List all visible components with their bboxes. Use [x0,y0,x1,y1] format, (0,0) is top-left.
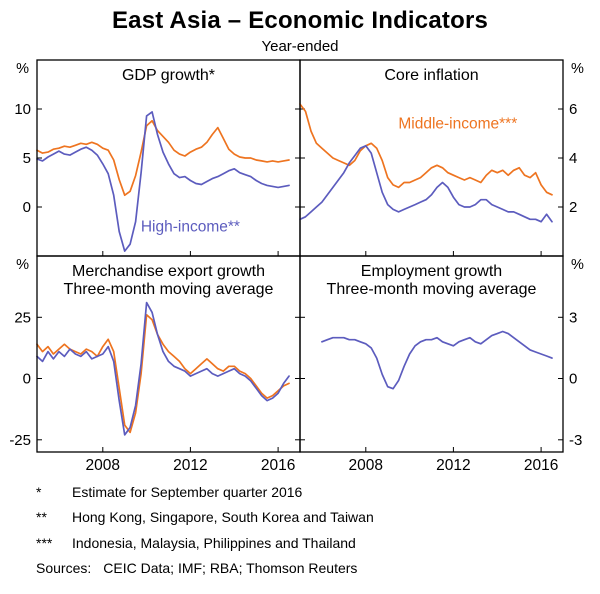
footnote-marker: * [36,484,42,500]
footnote-marker: ** [36,509,47,526]
chart-text: 6 [569,101,577,118]
chart-text: % [571,61,584,77]
series-line [299,144,553,223]
four-panel-chart: 0 5 10% GDP growth* High-income** 2 4 6% Core in… [0,56,600,476]
footnote: * Estimate for September quarter 2016 [36,480,600,505]
footnote-text: Hong Kong, Singapore, South Korea and Ta… [72,509,374,526]
chart-text: -3 [569,432,582,449]
chart-text: -25 [9,432,31,449]
chart-period-subtitle: Year-ended [261,38,339,55]
panel-frame [299,255,564,453]
footnote-marker: *** [36,534,53,551]
chart-text: 2008 [349,457,383,474]
sources-label: Sources: [36,560,92,577]
footnote: *** Indonesia, Malaysia, Philippines and … [36,531,600,556]
chart-text: 2012 [173,457,207,474]
chart-text: % [571,257,584,273]
sources-text: CEIC Data; IMF; RBA; Thomson Reuters [103,560,358,577]
chart-text: 10 [14,101,31,118]
panel-frame [299,59,564,257]
chart-text: 0 [23,199,31,216]
chart-text: % [16,257,29,273]
chart-text: 4 [569,150,577,167]
chart-title: East Asia – Economic Indicators [111,7,489,34]
footnote-text: Indonesia, Malaysia, Philippines and Tha… [72,534,356,551]
chart-text: 2016 [524,457,558,474]
series-line [36,301,290,436]
chart-text: 2008 [86,457,120,474]
chart-text: Merchandise export growth [72,263,265,280]
chart-text: 0 [569,371,577,388]
chart-text: 3 [569,309,577,326]
chart-canvas: 0 5 10% GDP growth* High-income** 2 4 6% Core in… [9,59,584,474]
series-line [36,313,290,434]
series-line [36,119,290,197]
footnote-text: Estimate for September quarter 2016 [72,484,303,500]
footnotes: * Estimate for September quarter 2016 ** H… [0,476,600,582]
series-line [36,111,290,252]
chart-text: High-income** [141,219,240,236]
chart-text: 2 [569,199,577,216]
chart-text: 5 [23,150,31,167]
chart-text: % [16,61,29,77]
series-line [321,330,553,390]
chart-text: 0 [23,371,31,388]
chart-text: Middle-income*** [398,116,517,133]
chart-text: 2016 [261,457,295,474]
figure: East Asia – Economic Indicators Year-end… [0,7,600,582]
chart-text: Three-month moving average [64,281,274,298]
footnote: ** Hong Kong, Singapore, South Korea and … [36,505,600,530]
sources-line: Sources: CEIC Data; IMF; RBA; Thomson Reu… [36,556,600,581]
series-line [299,103,553,196]
chart-text: 25 [14,309,31,326]
chart-text: 2012 [436,457,470,474]
chart-text: GDP growth* [122,67,215,84]
chart-text: Employment growth [361,263,502,280]
chart-text: Three-month moving average [327,281,537,298]
chart-text: Core inflation [384,67,478,84]
